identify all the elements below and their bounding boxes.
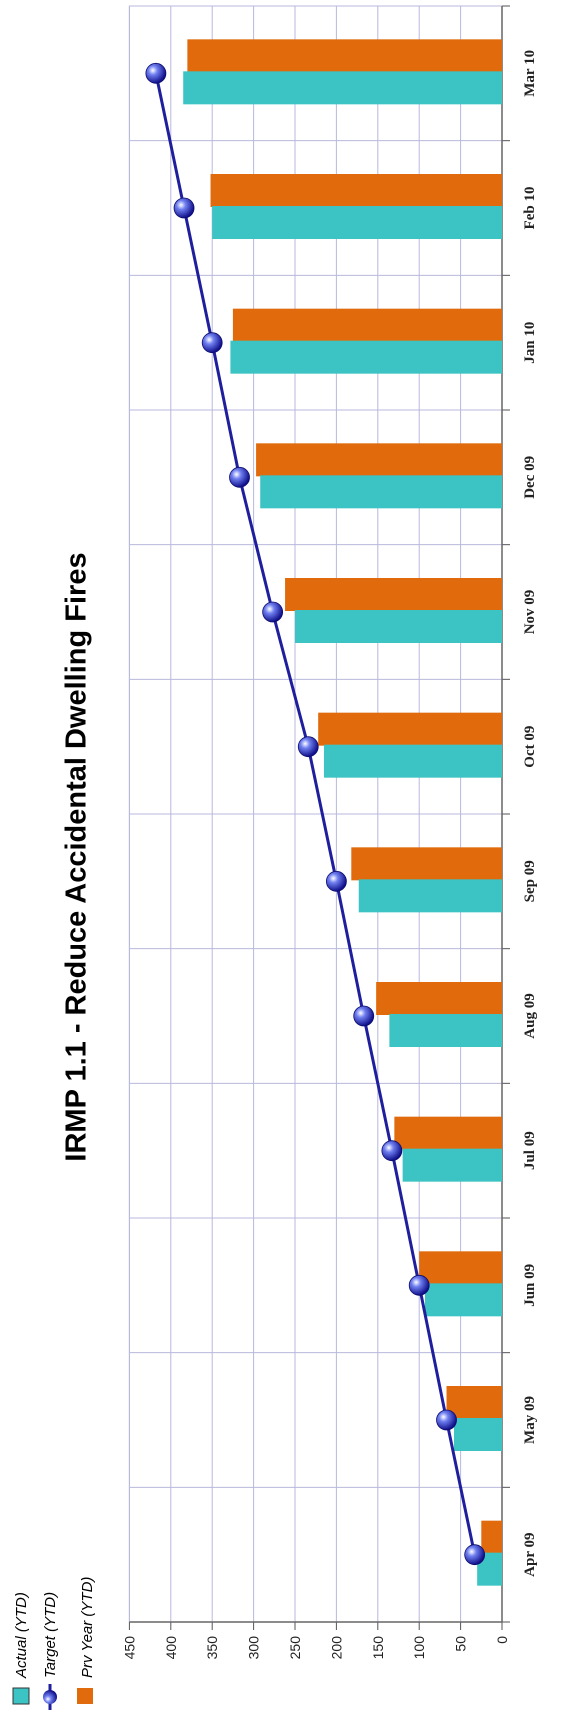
bar-prv-year: [210, 174, 502, 207]
bar-prv-year: [481, 1520, 502, 1554]
category-label: Nov 09: [522, 590, 538, 635]
legend: Actual (YTD) Target (YTD) Prv Year (YTD): [12, 1577, 96, 1710]
bar-actual: [389, 1014, 502, 1047]
target-marker: [436, 1409, 457, 1431]
value-tick-label: 350: [204, 1636, 220, 1660]
target-marker: [381, 1140, 403, 1162]
legend-actual-label: Actual (YTD): [13, 1592, 30, 1679]
category-label: Feb 10: [522, 187, 538, 230]
category-label: Mar 10: [522, 50, 538, 97]
category-label: Sep 09: [522, 860, 538, 902]
value-tick-label: 150: [370, 1636, 386, 1660]
legend-prv-label: Prv Year (YTD): [79, 1577, 96, 1678]
target-marker: [464, 1544, 486, 1566]
bar-actual: [402, 1148, 502, 1182]
bar-prv-year: [351, 847, 502, 881]
bar-prv-year: [232, 308, 502, 342]
bar-actual: [453, 1418, 502, 1451]
bar-prv-year: [446, 1386, 502, 1419]
target-marker: [229, 466, 250, 488]
value-tick-label: 100: [411, 1636, 427, 1660]
legend-prv-swatch: [77, 1688, 93, 1704]
category-label: Aug 09: [522, 993, 538, 1038]
target-marker: [408, 1274, 430, 1296]
target-marker: [353, 1005, 375, 1027]
value-tick-label: 400: [163, 1636, 179, 1660]
bar-actual: [183, 71, 502, 105]
legend-target-marker: [43, 1690, 57, 1704]
target-marker: [145, 62, 167, 84]
category-label: Apr 09: [522, 1533, 538, 1577]
legend-target-label: Target (YTD): [42, 1592, 59, 1678]
value-tick-label: 300: [246, 1636, 262, 1660]
target-marker: [173, 197, 195, 219]
bar-actual: [424, 1283, 502, 1317]
bar-actual: [358, 879, 502, 913]
category-label: Oct 09: [522, 726, 538, 768]
bar-actual: [260, 475, 502, 509]
bar-actual: [230, 340, 502, 374]
chart-title: IRMP 1.1 - Reduce Accidental Dwelling Fi…: [61, 552, 93, 1161]
bar-prv-year: [318, 712, 502, 746]
value-tick-label: 0: [494, 1636, 510, 1644]
bar-prv-year: [419, 1251, 502, 1285]
target-marker: [201, 332, 223, 354]
bar-prv-year: [376, 982, 502, 1015]
bar-prv-year: [256, 443, 502, 477]
category-label: Jul 09: [522, 1131, 538, 1170]
category-label: Dec 09: [522, 456, 538, 499]
category-label: Jan 10: [522, 322, 538, 364]
bar-actual: [323, 744, 502, 778]
value-tick-label: 50: [453, 1636, 469, 1652]
bar-prv-year: [285, 578, 502, 611]
bar-prv-year: [187, 39, 503, 73]
target-line: [154, 73, 477, 1555]
value-tick-label: 450: [121, 1636, 137, 1660]
category-label: Jun 09: [522, 1264, 538, 1307]
target-marker: [325, 870, 347, 892]
legend-actual-swatch: [12, 1687, 30, 1705]
plot-area: 0 50 100 150 200 250 300 350 400 450 Apr 09 May 09 J…: [121, 5, 538, 1660]
target-marker: [297, 736, 319, 758]
bar-prv-year: [394, 1116, 502, 1150]
target-marker: [262, 601, 284, 623]
bar-actual: [212, 206, 502, 239]
category-label: May 09: [522, 1396, 538, 1444]
value-tick-label: 250: [287, 1636, 303, 1660]
value-tick-label: 200: [328, 1636, 344, 1660]
bar-actual: [295, 610, 502, 643]
